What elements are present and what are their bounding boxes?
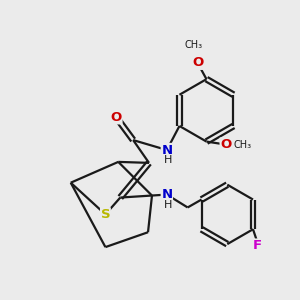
Text: N: N bbox=[161, 143, 172, 157]
Text: O: O bbox=[111, 111, 122, 124]
Text: S: S bbox=[100, 208, 110, 221]
Text: CH₃: CH₃ bbox=[184, 40, 202, 50]
Text: N: N bbox=[161, 188, 172, 201]
Text: O: O bbox=[220, 138, 231, 151]
Text: CH₃: CH₃ bbox=[234, 140, 252, 150]
Text: O: O bbox=[192, 56, 203, 69]
Text: H: H bbox=[164, 155, 172, 165]
Text: H: H bbox=[164, 200, 172, 210]
Text: F: F bbox=[253, 239, 262, 252]
